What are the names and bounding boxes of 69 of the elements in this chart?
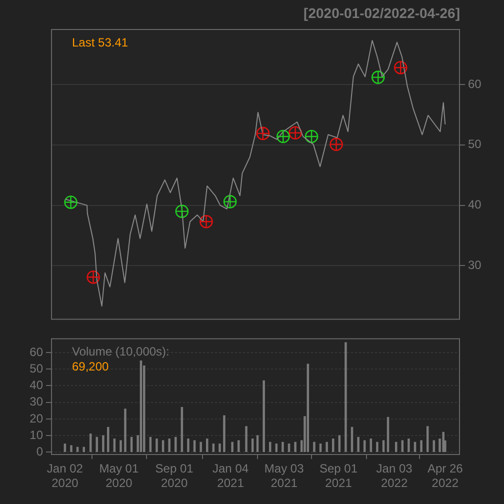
point [175,204,189,218]
y-tick-label: 30 [30,394,44,409]
annotation: Last 53.41 [72,35,128,50]
bar [262,380,265,452]
y-tick-label: 60 [468,76,482,91]
bar [206,438,208,452]
bar [326,442,328,452]
bar [218,444,221,452]
bar [376,442,378,452]
annotation: 69,200 [72,360,110,374]
bar [363,440,366,452]
point [288,126,302,140]
bar [102,435,104,452]
bar [168,438,170,452]
bar [408,438,410,452]
x-tick-label: May 03 2021 [264,462,304,490]
bar [357,436,360,452]
bar [344,342,347,452]
bar [432,440,436,452]
bar [223,415,226,452]
bar [294,442,296,452]
point [371,70,385,84]
bar [442,432,444,452]
bar [107,426,110,452]
bar [382,440,385,452]
bar [313,442,316,452]
x-tick-label: Sep 01 2020 [155,462,194,490]
annotation: Volume (10,000s): [72,344,170,359]
bar [200,442,202,452]
bar [401,440,404,452]
bar [282,442,284,452]
y-tick-label: 40 [468,198,482,212]
bar [156,438,158,452]
bar [124,408,126,452]
y-tick-label: 30 [468,258,482,272]
y-tick-label: 50 [468,137,482,152]
x-tick-label: Sep 01 2021 [319,462,358,490]
point [86,270,100,284]
point [276,130,290,144]
bar [120,440,122,452]
x-tick-label: Jan 04 2021 [212,462,249,490]
bar [187,438,190,452]
x-tick-label: Jan 02 2020 [46,462,84,490]
bar [82,446,85,452]
bar [162,440,164,452]
y-tick-label: 10 [30,428,44,442]
y-tick-label: 40 [30,378,44,392]
bar [245,426,248,452]
y-tick-label: 0 [36,444,44,458]
bar [420,440,422,452]
y-tick-label: 20 [30,411,44,426]
point [304,130,318,144]
x-tick-label: May 01 2020 [99,462,139,490]
point [223,195,237,208]
point [200,214,213,228]
bar [231,442,234,452]
point [64,196,78,209]
bar [268,442,272,452]
bar [174,436,177,452]
y-tick-label: 60 [30,344,44,359]
chart-title: [2020-01-02/2022-04-26] [304,4,460,21]
bar [70,445,72,452]
x-tick-label: Apr 26 2022 [427,462,464,490]
bar [193,440,196,452]
point [330,138,343,151]
point [394,60,408,74]
x-tick-label: Jan 03 2022 [376,462,413,490]
y-tick-label: 50 [30,361,44,376]
bar [237,440,240,452]
